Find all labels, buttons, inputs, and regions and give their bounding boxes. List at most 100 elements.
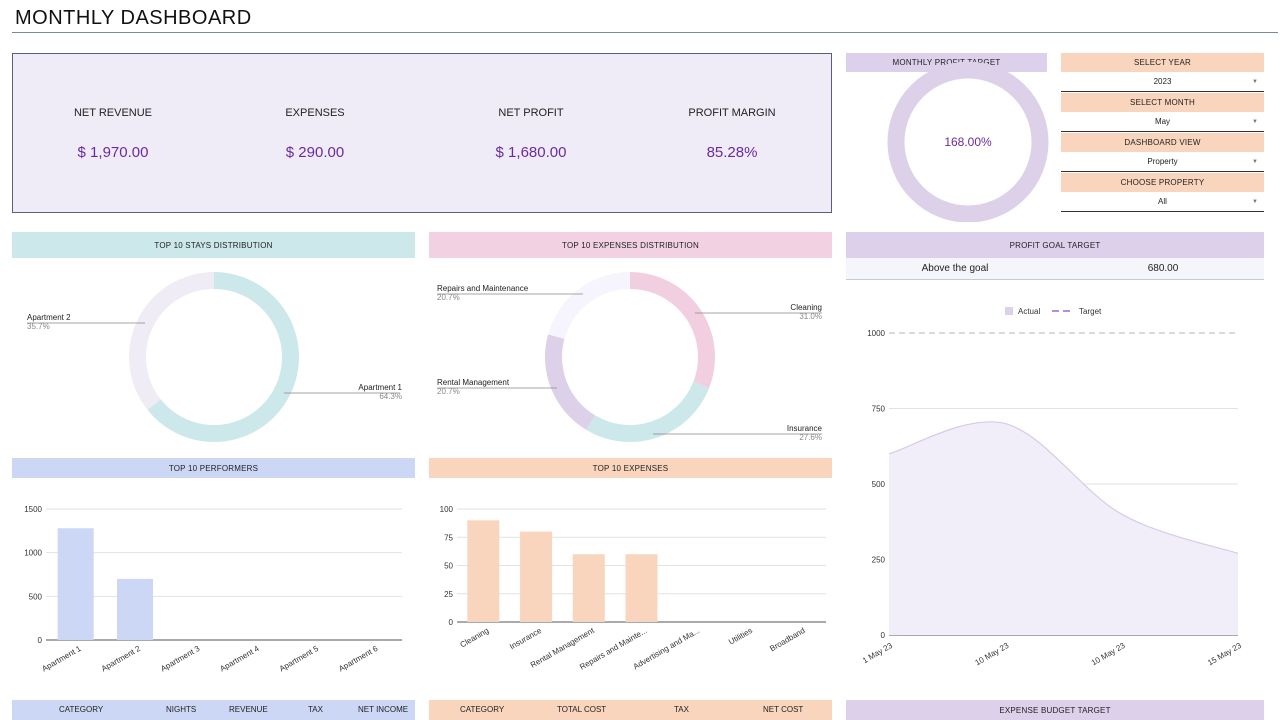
x-tick-label: Broadband — [768, 626, 806, 653]
slice-label: Rental Management — [437, 378, 510, 387]
bar — [467, 520, 500, 622]
dropdown-value: 2023 — [1153, 77, 1172, 86]
profit-goal-header: PROFIT GOAL TARGET — [846, 232, 1264, 258]
stays-distribution-header: TOP 10 STAYS DISTRIBUTION — [12, 232, 415, 258]
gauge-ring — [887, 62, 1049, 222]
kpi-net-profit-value: $ 1,680.00 — [495, 144, 567, 161]
chevron-down-icon: ▼ — [1252, 198, 1258, 205]
x-tick-label: Insurance — [508, 626, 543, 652]
x-tick-label: Apartment 2 — [100, 644, 143, 674]
donut-slice — [586, 382, 710, 442]
bar — [57, 528, 94, 640]
x-tick-label: Apartment 1 — [40, 644, 83, 674]
y-tick-label: 500 — [29, 592, 43, 601]
bar — [625, 554, 658, 622]
slice-label: Apartment 1 — [358, 383, 402, 392]
donut-slice — [129, 272, 214, 410]
slice-label: Insurance — [787, 424, 823, 433]
x-tick-label: Apartment 4 — [218, 644, 261, 674]
control-dropdown[interactable]: All ▼ — [1061, 192, 1264, 212]
col-total-cost[interactable]: TOTAL COST — [557, 705, 607, 714]
control-dropdown[interactable]: May ▼ — [1061, 112, 1264, 132]
kpi-net-profit-label: NET PROFIT — [498, 107, 564, 119]
performers-table-header: CATEGORY NIGHTS REVENUE TAX NET INCOME — [12, 700, 415, 720]
y-tick-label: 1000 — [24, 549, 42, 558]
col-revenue[interactable]: REVENUE — [229, 705, 268, 714]
page-title: MONTHLY DASHBOARD — [15, 7, 252, 29]
y-tick-label: 25 — [444, 590, 453, 599]
x-tick-label: Apartment 3 — [159, 644, 202, 674]
top-expenses-header: TOP 10 EXPENSES — [429, 458, 832, 478]
y-tick-label: 0 — [881, 631, 886, 640]
slice-percent: 35.7% — [27, 322, 50, 331]
control-dropdown[interactable]: Property ▼ — [1061, 152, 1264, 172]
profit-goal-row: Above the goal 680.00 — [846, 258, 1264, 280]
y-tick-label: 0 — [38, 636, 43, 645]
slice-percent: 31.0% — [799, 312, 822, 321]
slice-percent: 27.6% — [799, 433, 822, 442]
goal-status: Above the goal — [921, 263, 989, 274]
bar — [572, 554, 605, 622]
x-tick-label: Apartment 5 — [278, 644, 321, 674]
kpi-expenses-value: $ 290.00 — [285, 144, 345, 161]
col-tax[interactable]: TAX — [308, 705, 323, 714]
expenses-distribution-header: TOP 10 EXPENSES DISTRIBUTION — [429, 232, 832, 258]
x-tick-label: 10 May 23 — [973, 641, 1010, 668]
profit-target-value: 168.00% — [944, 135, 992, 149]
control-label: DASHBOARD VIEW — [1061, 133, 1264, 152]
chevron-down-icon: ▼ — [1252, 78, 1258, 85]
y-tick-label: 75 — [444, 533, 453, 542]
control-label: SELECT MONTH — [1061, 93, 1264, 112]
control-label: SELECT YEAR — [1061, 53, 1264, 72]
donut-slice — [630, 272, 715, 389]
chevron-down-icon: ▼ — [1252, 158, 1258, 165]
donut-slice — [548, 272, 630, 339]
expenses-table-header: CATEGORY TOTAL COST TAX NET COST — [429, 700, 832, 720]
legend-swatch-actual — [1005, 307, 1013, 315]
col-category[interactable]: CATEGORY — [460, 705, 505, 714]
profit-target-gauge — [887, 62, 1049, 222]
dropdown-value: May — [1154, 117, 1171, 126]
x-tick-label: Utilities — [727, 626, 754, 647]
slice-percent: 64.3% — [379, 392, 402, 401]
dropdown-value: Property — [1147, 157, 1178, 166]
bar — [117, 578, 153, 640]
x-tick-label: 10 May 23 — [1090, 641, 1127, 668]
col-net-cost[interactable]: NET COST — [763, 705, 804, 714]
expense-budget-header: EXPENSE BUDGET TARGET — [846, 700, 1264, 720]
control-dropdown[interactable]: 2023 ▼ — [1061, 72, 1264, 92]
x-tick-label: Apartment 6 — [337, 644, 380, 674]
y-tick-label: 1500 — [24, 505, 42, 514]
slice-label: Apartment 2 — [27, 313, 71, 322]
kpi-expenses-label: EXPENSES — [285, 107, 345, 119]
kpi-profit-margin-value: 85.28% — [706, 144, 758, 161]
slice-label: Repairs and Maintenance — [437, 284, 529, 293]
chevron-down-icon: ▼ — [1252, 118, 1258, 125]
col-tax[interactable]: TAX — [674, 705, 689, 714]
kpi-panel: NET REVENUE $ 1,970.00 EXPENSES $ 290.00… — [12, 53, 832, 213]
y-tick-label: 750 — [872, 405, 886, 414]
col-category[interactable]: CATEGORY — [59, 705, 104, 714]
kpi-profit-margin-label: PROFIT MARGIN — [688, 107, 776, 119]
kpi-net-revenue-value: $ 1,970.00 — [77, 144, 149, 161]
x-tick-label: 15 May 23 — [1206, 641, 1243, 668]
bar — [520, 531, 553, 622]
col-net-income[interactable]: NET INCOME — [358, 705, 409, 714]
y-tick-label: 100 — [440, 505, 454, 514]
title-divider — [12, 32, 1278, 33]
y-tick-label: 500 — [872, 480, 886, 489]
y-tick-label: 50 — [444, 562, 453, 571]
y-tick-label: 0 — [449, 618, 454, 627]
dropdown-value: All — [1158, 197, 1167, 206]
y-tick-label: 1000 — [867, 329, 885, 338]
kpi-net-revenue-label: NET REVENUE — [73, 107, 153, 119]
x-tick-label: 1 May 23 — [861, 641, 894, 666]
area-actual — [889, 421, 1238, 635]
slice-percent: 20.7% — [437, 387, 460, 396]
control-label: CHOOSE PROPERTY — [1061, 173, 1264, 192]
slice-percent: 20.7% — [437, 293, 460, 302]
goal-value: 680.00 — [1147, 263, 1179, 274]
top-performers-header: TOP 10 PERFORMERS — [12, 458, 415, 478]
col-nights[interactable]: NIGHTS — [166, 705, 197, 714]
